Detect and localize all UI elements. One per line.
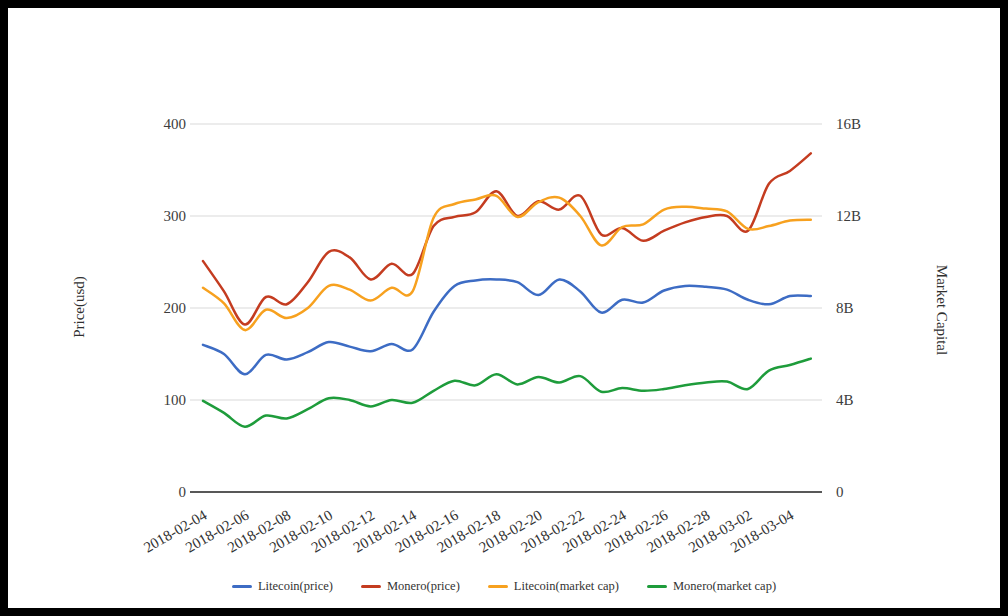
legend-item-litecoin-market-cap[interactable]: Litecoin(market cap) (488, 579, 619, 594)
right-axis-tick-label: 12B (836, 208, 861, 224)
legend-label: Litecoin(market cap) (514, 579, 619, 594)
legend-item-litecoin-price[interactable]: Litecoin(price) (232, 579, 333, 594)
right-axis-tick-label: 8B (836, 300, 854, 316)
series-line-litecoin-price[interactable] (203, 279, 811, 374)
chart-canvas: 001004B2008B30012B40016B2018-02-042018-0… (8, 8, 1000, 608)
legend-label: Monero(price) (387, 579, 460, 594)
legend-label: Monero(market cap) (673, 579, 776, 594)
legend-item-monero-price[interactable]: Monero(price) (361, 579, 460, 594)
series-line-monero-market-cap[interactable] (203, 359, 811, 427)
legend-swatch-monero-price (361, 585, 381, 588)
left-axis-tick-label: 0 (179, 484, 187, 500)
legend-swatch-litecoin-market-cap (488, 585, 508, 588)
left-axis-tick-label: 200 (164, 300, 187, 316)
left-axis-tick-label: 400 (164, 116, 187, 132)
left-axis-tick-label: 100 (164, 392, 187, 408)
right-axis-tick-label: 16B (836, 116, 861, 132)
right-axis-title: Market Capital (933, 265, 950, 355)
series-line-monero-price[interactable] (203, 153, 811, 324)
legend: Litecoin(price) Monero(price) Litecoin(mar… (8, 579, 1000, 594)
legend-swatch-litecoin-price (232, 585, 252, 588)
chart-frame: 001004B2008B30012B40016B2018-02-042018-0… (0, 0, 1008, 616)
left-axis-tick-label: 300 (164, 208, 187, 224)
right-axis-tick-label: 0 (836, 484, 844, 500)
legend-item-monero-market-cap[interactable]: Monero(market cap) (647, 579, 776, 594)
legend-swatch-monero-market-cap (647, 585, 667, 588)
legend-label: Litecoin(price) (258, 579, 333, 594)
right-axis-tick-label: 4B (836, 392, 854, 408)
left-axis-title: Price(usd) (71, 276, 88, 338)
